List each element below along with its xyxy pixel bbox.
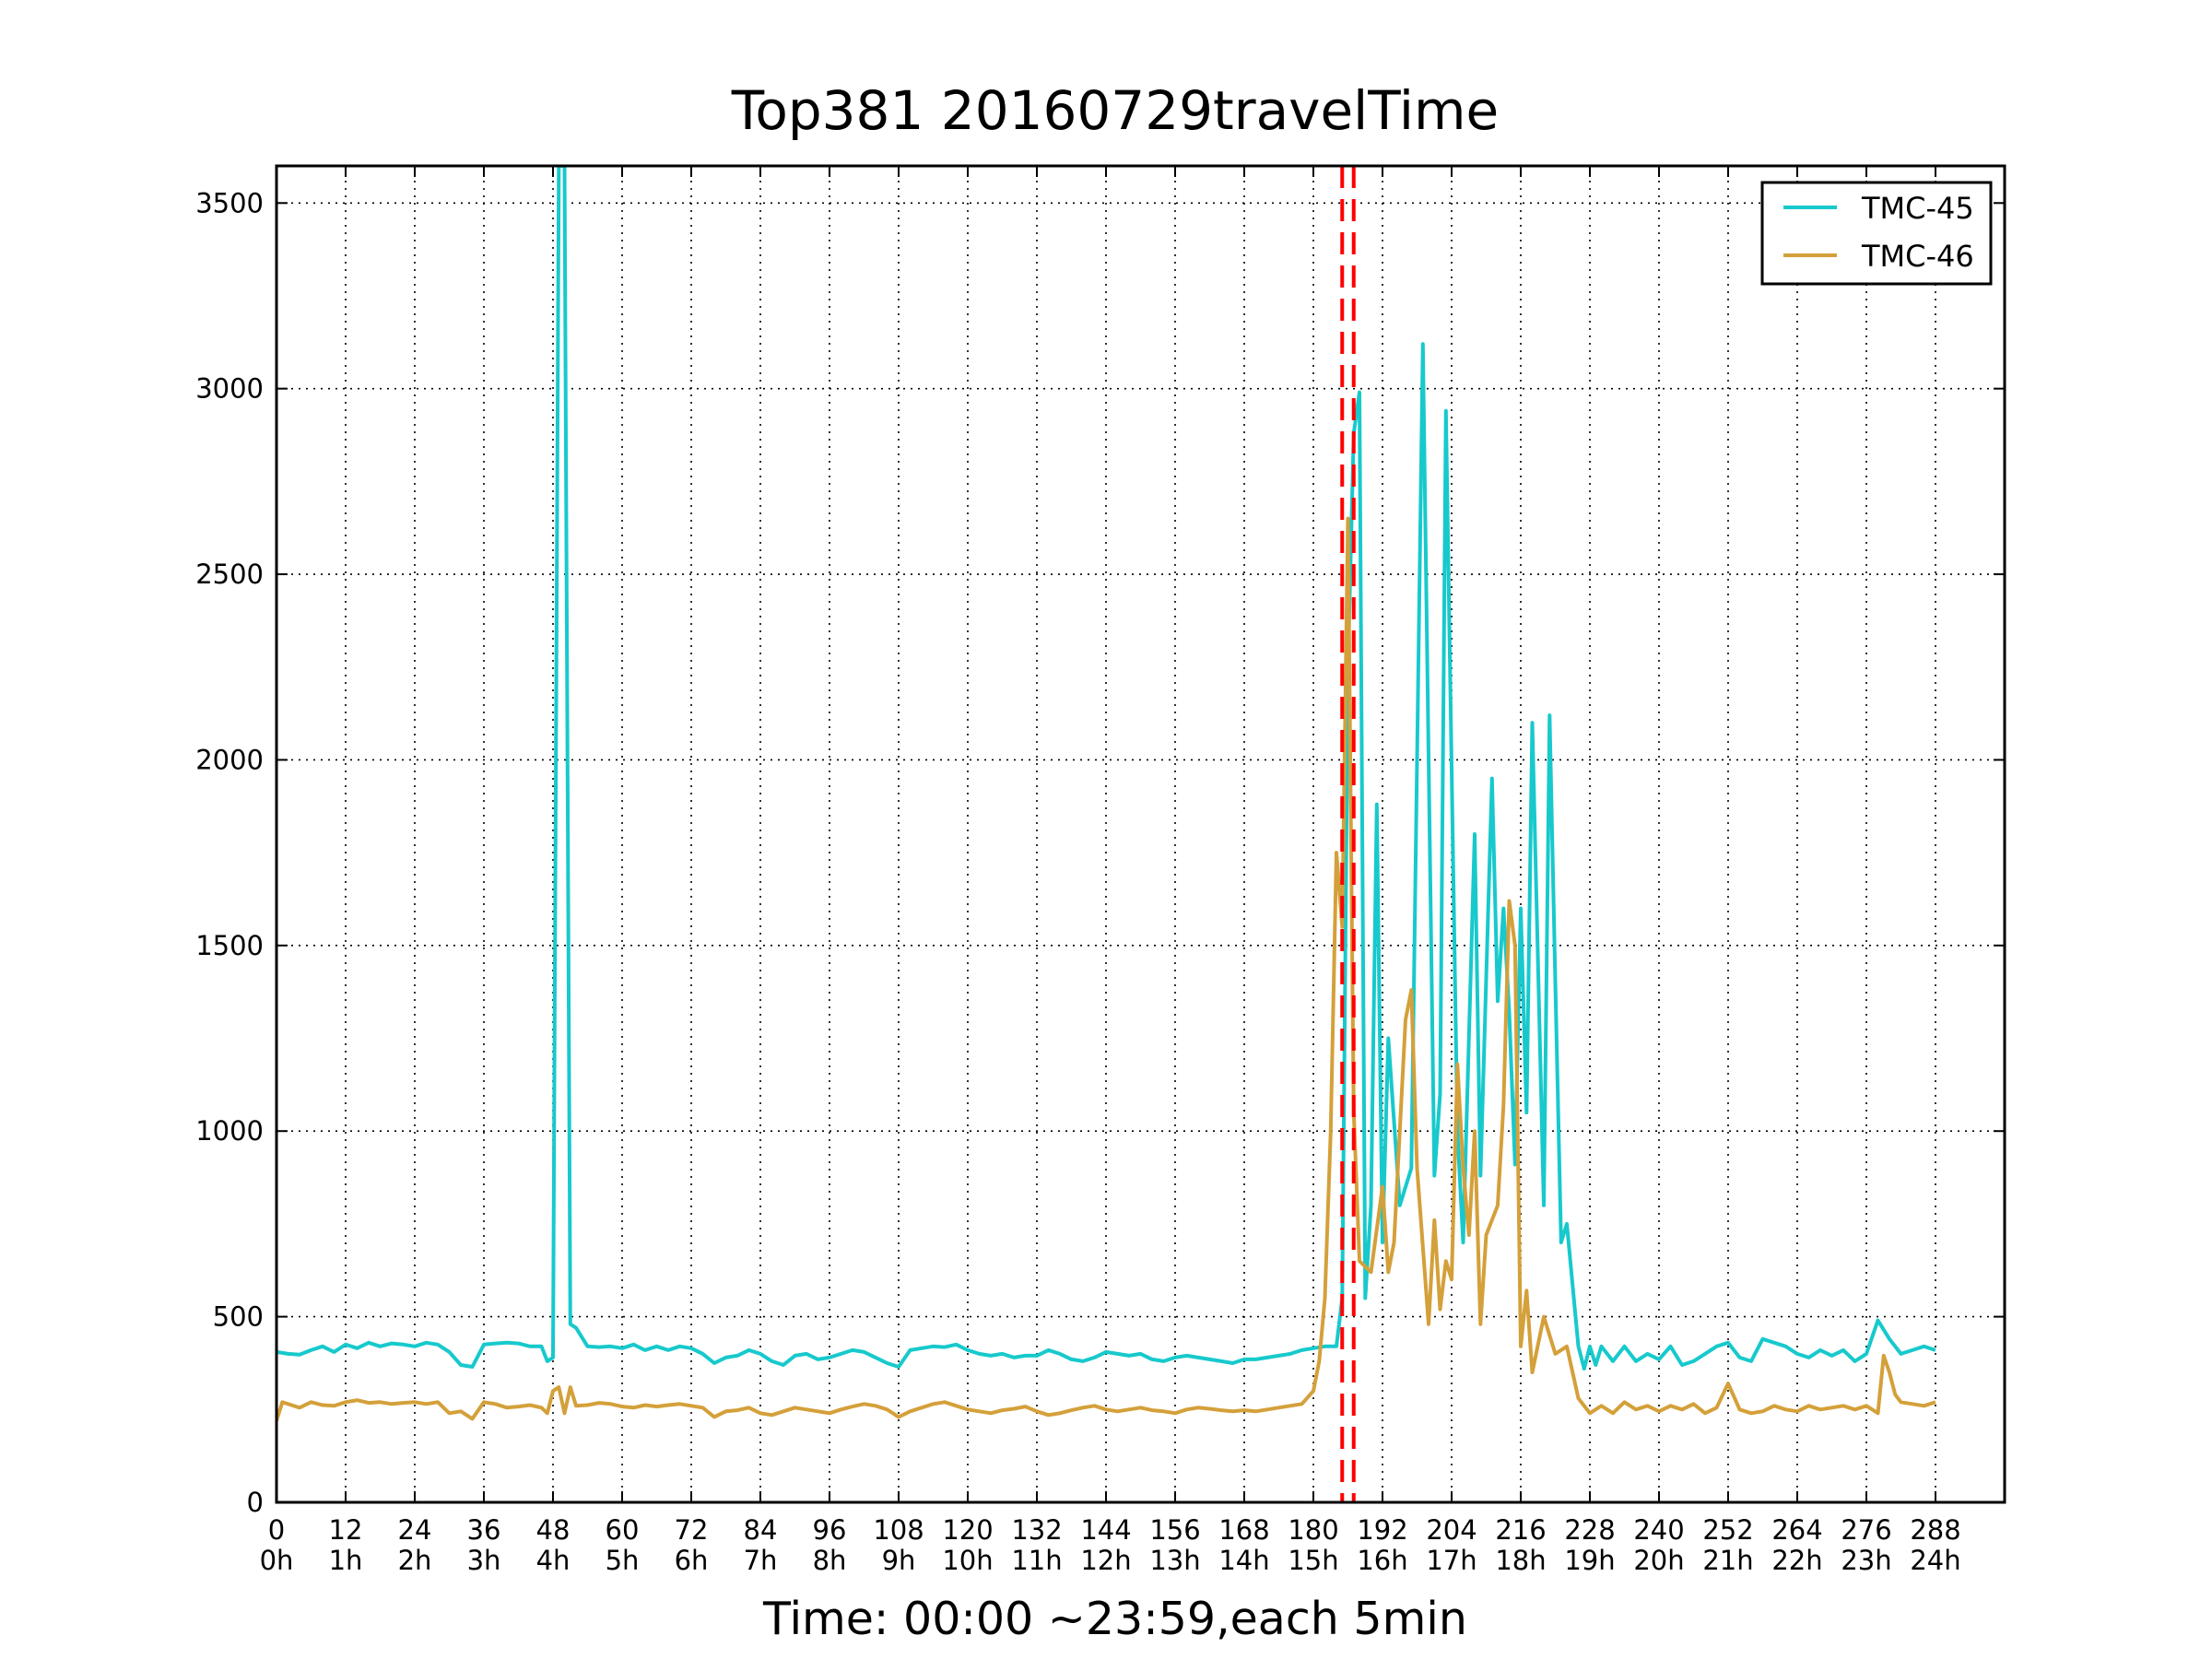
x-tick-label: 36 — [467, 1514, 501, 1546]
legend-label-tmc-45: TMC-45 — [1861, 191, 1974, 226]
x-tick-label: 132 — [1011, 1514, 1062, 1546]
x-tick-label-hour: 15h — [1288, 1545, 1338, 1576]
x-tick-label-hour: 24h — [1910, 1545, 1960, 1576]
x-tick-label-hour: 14h — [1218, 1545, 1269, 1576]
x-tick-label-hour: 21h — [1702, 1545, 1753, 1576]
chart-title: Top381 20160729travelTime — [731, 79, 1499, 142]
y-tick-label: 1000 — [195, 1115, 264, 1147]
x-tick-label-hour: 1h — [329, 1545, 363, 1576]
marker-lines — [1340, 166, 1356, 1502]
grid-lines — [276, 166, 2005, 1502]
x-tick-label: 12 — [329, 1514, 363, 1546]
legend: TMC-45 TMC-46 — [1760, 181, 1993, 286]
y-tick-label: 2000 — [195, 744, 264, 775]
x-tick-label: 216 — [1495, 1514, 1546, 1546]
y-tick-label: 2500 — [195, 559, 264, 590]
x-tick-label-hour: 10h — [942, 1545, 993, 1576]
x-tick-label: 0 — [268, 1514, 285, 1546]
x-tick-label: 144 — [1080, 1514, 1131, 1546]
x-tick-label-hour: 13h — [1149, 1545, 1200, 1576]
plot-frame — [275, 164, 2006, 1504]
x-tick-label-hour: 19h — [1564, 1545, 1615, 1576]
y-tick-label: 1500 — [195, 930, 264, 961]
x-tick-label: 180 — [1288, 1514, 1338, 1546]
x-tick-label-hour: 20h — [1633, 1545, 1684, 1576]
x-tick-label: 240 — [1633, 1514, 1684, 1546]
x-tick-label: 72 — [675, 1514, 709, 1546]
x-tick-label-hour: 5h — [606, 1545, 640, 1576]
x-tick-label-hour: 6h — [675, 1545, 709, 1576]
x-tick-label-hour: 23h — [1841, 1545, 1891, 1576]
x-tick-label-hour: 4h — [536, 1545, 571, 1576]
x-tick-label: 24 — [398, 1514, 432, 1546]
series-layer — [276, 166, 1936, 1421]
series-line-tmc-46 — [276, 516, 1936, 1421]
x-tick-label: 288 — [1910, 1514, 1960, 1546]
x-tick-label: 204 — [1426, 1514, 1477, 1546]
x-tick-label: 84 — [744, 1514, 778, 1546]
x-tick-label: 228 — [1564, 1514, 1615, 1546]
x-tick-label: 48 — [536, 1514, 571, 1546]
y-tick-label: 0 — [247, 1487, 264, 1518]
x-tick-label: 108 — [873, 1514, 924, 1546]
x-tick-label: 264 — [1771, 1514, 1822, 1546]
x-tick-label: 252 — [1702, 1514, 1753, 1546]
x-tick-label-hour: 3h — [467, 1545, 501, 1576]
x-tick-label-hour: 16h — [1357, 1545, 1407, 1576]
x-tick-label: 276 — [1841, 1514, 1891, 1546]
x-tick-label-hour: 17h — [1426, 1545, 1477, 1576]
x-tick-label: 120 — [942, 1514, 993, 1546]
x-tick-label-hour: 0h — [260, 1545, 294, 1576]
x-tick-label-hour: 22h — [1771, 1545, 1822, 1576]
x-tick-label: 168 — [1218, 1514, 1269, 1546]
legend-box — [1760, 181, 1993, 286]
x-tick-label-hour: 12h — [1080, 1545, 1131, 1576]
x-tick-label-hour: 9h — [882, 1545, 916, 1576]
x-tick-label: 96 — [813, 1514, 847, 1546]
x-tick-label-hour: 11h — [1011, 1545, 1062, 1576]
x-tick-label-hour: 8h — [813, 1545, 847, 1576]
x-tick-label-hour: 7h — [744, 1545, 778, 1576]
y-tick-label: 3000 — [195, 373, 264, 405]
series-line-tmc-45 — [276, 166, 1936, 1371]
x-axis-label: Time: 00:00 ~23:59,each 5min — [762, 1593, 1467, 1645]
y-tick-label: 3500 — [195, 187, 264, 218]
x-tick-label: 60 — [606, 1514, 640, 1546]
y-tick-label: 500 — [213, 1301, 264, 1333]
x-tick-label: 192 — [1357, 1514, 1407, 1546]
x-tick-label-hour: 2h — [398, 1545, 432, 1576]
x-tick-label-hour: 18h — [1495, 1545, 1546, 1576]
x-tick-label: 156 — [1149, 1514, 1200, 1546]
y-axis: 0 500 1000 1500 2000 2500 3000 3500 — [195, 187, 2005, 1518]
legend-label-tmc-46: TMC-46 — [1861, 239, 1974, 274]
